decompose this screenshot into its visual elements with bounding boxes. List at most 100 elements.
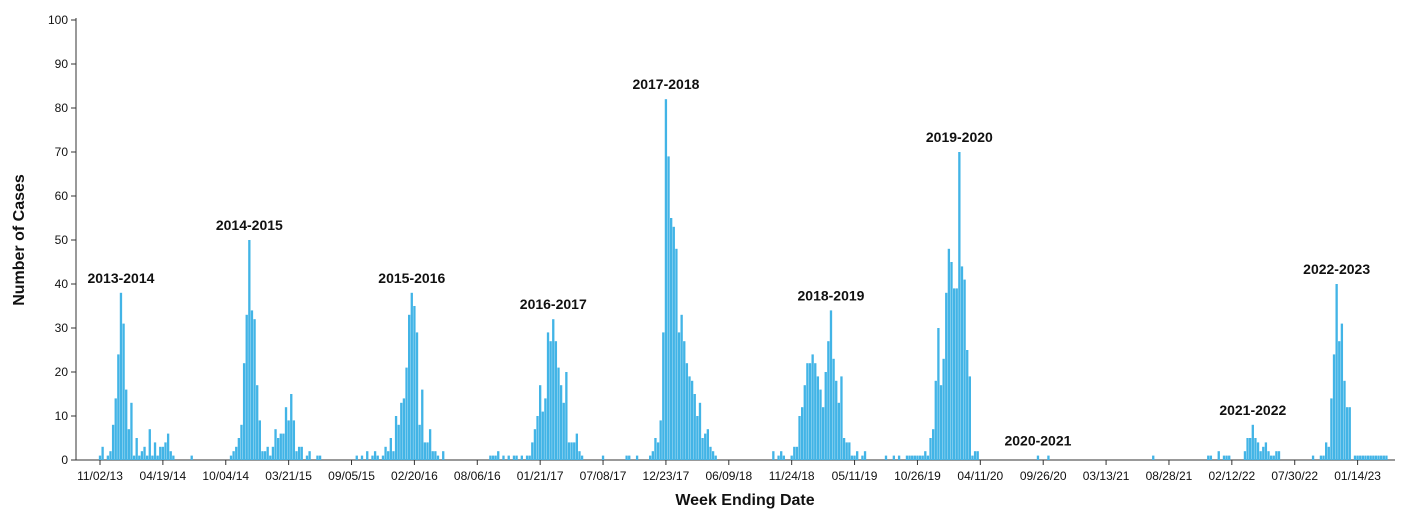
bar [835, 380, 838, 460]
x-tick-label: 09/05/15 [328, 469, 375, 483]
bar [897, 455, 901, 460]
bar [507, 455, 510, 460]
bar [672, 226, 675, 460]
x-tick-label: 04/19/14 [140, 469, 187, 483]
bar [1380, 455, 1383, 460]
bar [1356, 455, 1359, 460]
bar [389, 438, 392, 460]
bar [410, 292, 413, 460]
bar [127, 429, 130, 460]
bar [926, 455, 930, 460]
bar [146, 455, 149, 460]
bar [1372, 455, 1375, 460]
bar [656, 442, 660, 460]
bar [434, 451, 437, 460]
bar [428, 429, 432, 460]
bar [837, 402, 840, 460]
bar [140, 451, 144, 460]
bar [1275, 451, 1278, 460]
bar [237, 438, 241, 460]
bar [696, 416, 699, 460]
bar [921, 455, 924, 460]
bar [520, 455, 523, 460]
bar [952, 288, 956, 460]
bar [515, 455, 518, 460]
bar [418, 424, 421, 460]
bar [651, 451, 654, 460]
bar [1036, 455, 1040, 460]
bar [258, 420, 261, 460]
bar [908, 455, 911, 460]
bar [148, 429, 151, 460]
bar [305, 455, 309, 460]
bar [1243, 451, 1247, 460]
bar [567, 442, 571, 460]
bar [573, 442, 576, 460]
bar [848, 442, 851, 460]
bar [1259, 451, 1262, 460]
bar [1366, 455, 1370, 460]
bar [1207, 455, 1210, 460]
bar [863, 451, 867, 460]
bar [793, 446, 796, 460]
bar [1359, 455, 1362, 460]
bar [659, 420, 662, 460]
bar [371, 455, 374, 460]
bar [635, 455, 639, 460]
season-label: 2020-2021 [1004, 433, 1071, 449]
bar [151, 455, 154, 460]
bar [98, 455, 102, 460]
bar [261, 451, 264, 460]
bar [677, 332, 681, 460]
bar [680, 314, 683, 460]
x-tick-label: 11/24/18 [769, 469, 815, 483]
bar [772, 451, 775, 460]
bar [795, 446, 799, 460]
bar [575, 433, 578, 460]
bar [117, 354, 120, 460]
bar [245, 314, 248, 460]
bar [704, 433, 707, 460]
bar [840, 376, 843, 460]
x-tick-label: 03/13/21 [1083, 469, 1130, 483]
bar [861, 455, 864, 460]
x-tick-label: 01/21/17 [517, 469, 564, 483]
bar [973, 451, 977, 460]
bar [1217, 451, 1220, 460]
bar [413, 306, 416, 460]
bar [782, 455, 785, 460]
bar [557, 367, 560, 460]
bar [939, 385, 943, 460]
bar [106, 455, 110, 460]
x-tick-label: 08/28/21 [1146, 469, 1193, 483]
bar [1152, 455, 1155, 460]
bar [913, 455, 916, 460]
bar [832, 358, 835, 460]
bar [190, 455, 193, 460]
bar [905, 455, 909, 460]
bar [1254, 438, 1257, 460]
bar [628, 455, 631, 460]
bar [958, 152, 961, 460]
bar [101, 446, 104, 460]
season-label: 2022-2023 [1303, 261, 1370, 277]
bar [1340, 323, 1344, 460]
bar [1353, 455, 1357, 460]
bar [502, 455, 505, 460]
bar [431, 451, 434, 460]
x-tick-label: 06/09/18 [705, 469, 752, 483]
bar [625, 455, 628, 460]
bar [122, 323, 125, 460]
bar [1322, 455, 1325, 460]
bar [1225, 455, 1228, 460]
bar [1327, 446, 1330, 460]
bar [937, 328, 940, 460]
bar [1335, 284, 1338, 460]
bar [670, 218, 673, 460]
bar [918, 455, 922, 460]
bar [1262, 446, 1265, 460]
season-label: 2018-2019 [798, 287, 865, 303]
bar [685, 363, 689, 460]
bar [945, 292, 948, 460]
